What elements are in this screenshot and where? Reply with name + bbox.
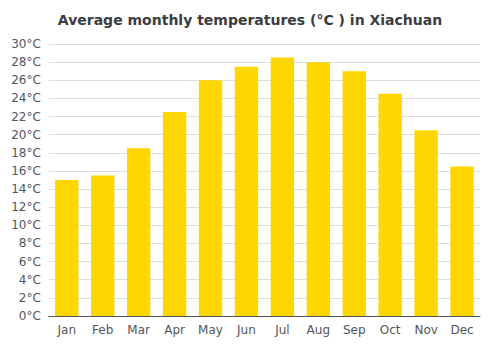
svg-text:16°C: 16°C bbox=[11, 164, 41, 178]
svg-text:Jul: Jul bbox=[274, 323, 289, 337]
svg-text:Jun: Jun bbox=[236, 323, 256, 337]
svg-text:Apr: Apr bbox=[164, 323, 185, 337]
svg-text:20°C: 20°C bbox=[11, 128, 41, 142]
svg-text:4°C: 4°C bbox=[19, 273, 41, 287]
svg-text:Dec: Dec bbox=[450, 323, 473, 337]
svg-text:Average monthly temperatures (: Average monthly temperatures (°C ) in Xi… bbox=[58, 12, 442, 28]
svg-text:28°C: 28°C bbox=[11, 55, 41, 69]
svg-text:18°C: 18°C bbox=[11, 146, 41, 160]
svg-text:Mar: Mar bbox=[127, 323, 150, 337]
svg-text:22°C: 22°C bbox=[11, 110, 41, 124]
svg-text:Sep: Sep bbox=[343, 323, 366, 337]
svg-text:12°C: 12°C bbox=[11, 200, 41, 214]
svg-text:Oct: Oct bbox=[380, 323, 401, 337]
svg-text:Jan: Jan bbox=[57, 323, 77, 337]
svg-text:2°C: 2°C bbox=[19, 291, 41, 305]
svg-text:8°C: 8°C bbox=[19, 236, 41, 250]
svg-text:0°C: 0°C bbox=[19, 309, 41, 323]
svg-text:Nov: Nov bbox=[414, 323, 437, 337]
svg-text:26°C: 26°C bbox=[11, 73, 41, 87]
svg-text:24°C: 24°C bbox=[11, 91, 41, 105]
svg-text:10°C: 10°C bbox=[11, 218, 41, 232]
svg-text:Aug: Aug bbox=[307, 323, 330, 337]
svg-text:May: May bbox=[198, 323, 223, 337]
svg-text:30°C: 30°C bbox=[11, 37, 41, 51]
svg-text:Feb: Feb bbox=[92, 323, 113, 337]
svg-text:14°C: 14°C bbox=[11, 182, 41, 196]
svg-text:6°C: 6°C bbox=[19, 255, 41, 269]
